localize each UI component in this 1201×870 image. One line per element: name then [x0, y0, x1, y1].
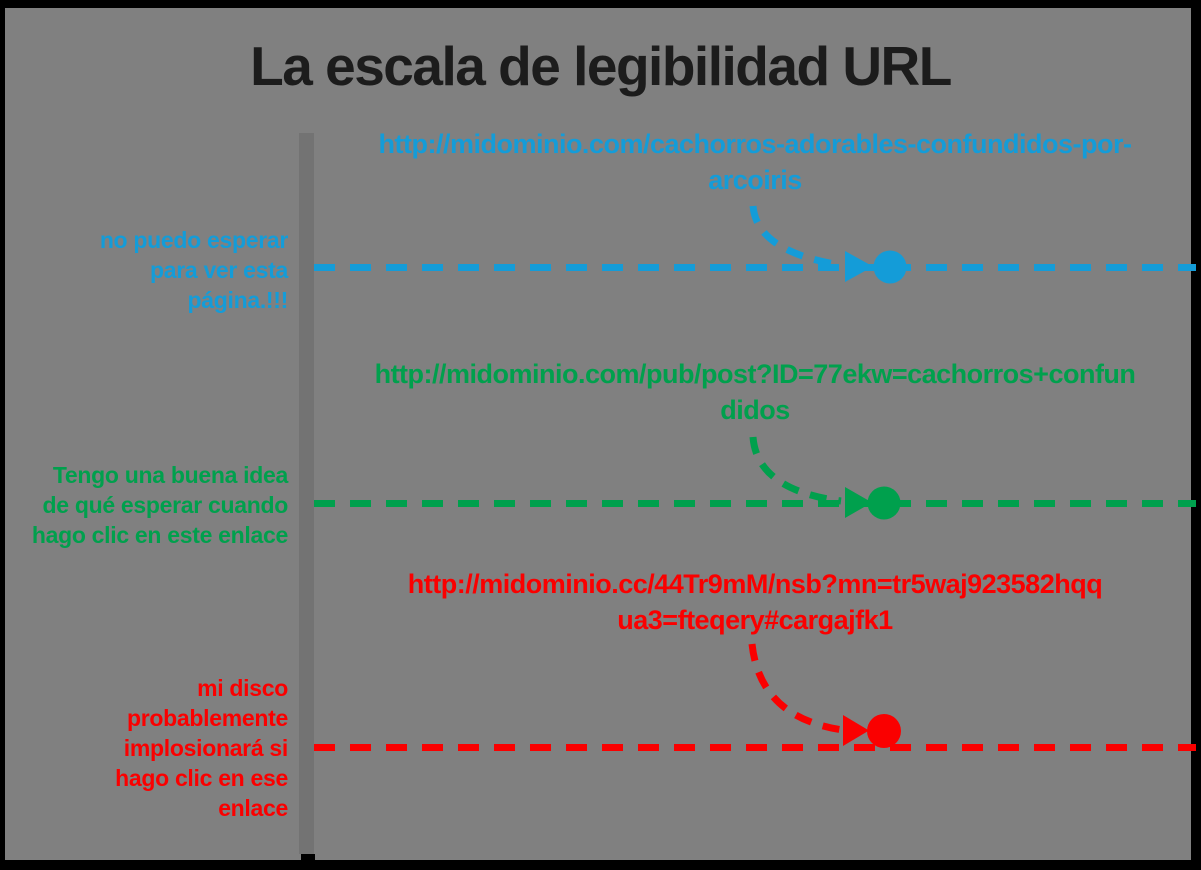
- label-line: de qué esperar cuando: [42, 492, 289, 518]
- label-line: no puedo esperar: [99, 227, 288, 253]
- url-text-moderate: http://midominio.com/pub/post?ID=77ekw=c…: [320, 356, 1190, 428]
- label-line: Tengo una buena idea: [52, 462, 288, 488]
- url-line: arcoiris: [708, 165, 802, 195]
- url-line: http://midominio.cc/44Tr9mM/nsb?mn=tr5wa…: [407, 569, 1103, 599]
- url-line: ua3=fteqery#cargajfk1: [617, 605, 893, 635]
- url-line: http://midominio.com/pub/post?ID=77ekw=c…: [374, 359, 1136, 389]
- arrow-curve-readable: [749, 205, 842, 269]
- marker-dot-moderate: [867, 486, 901, 520]
- label-readable: no puedo esperar para ver esta página.!!…: [20, 225, 288, 315]
- slide-background: [5, 8, 1191, 860]
- arrowhead-readable: [845, 251, 873, 282]
- url-text-unreadable: http://midominio.cc/44Tr9mM/nsb?mn=tr5wa…: [320, 566, 1190, 638]
- marker-dot-readable: [873, 250, 907, 284]
- scale-axis-line: [299, 133, 314, 854]
- scale-row-moderate: [314, 436, 1196, 520]
- label-unreadable: mi disco probablemente implosionará si h…: [20, 673, 288, 823]
- label-line: página.!!!: [187, 287, 289, 313]
- label-line: enlace: [218, 795, 288, 821]
- label-line: probablemente: [127, 705, 288, 731]
- arrow-curve-unreadable: [748, 643, 844, 734]
- arrow-curve-moderate: [749, 436, 842, 505]
- arrowhead-unreadable: [843, 715, 869, 746]
- label-line: para ver esta: [149, 257, 288, 283]
- label-line: implosionará si: [123, 735, 289, 761]
- label-line: hago clic en ese: [115, 765, 288, 791]
- label-line: hago clic en este enlace: [31, 522, 288, 548]
- page-title: La escala de legibilidad URL: [250, 35, 952, 97]
- url-line: didos: [720, 395, 790, 425]
- url-line: http://midominio.com/cachorros-adorables…: [378, 129, 1132, 159]
- marker-dot-unreadable: [867, 714, 901, 748]
- label-moderate: Tengo una buena idea de qué esperar cuan…: [20, 460, 288, 550]
- label-line: mi disco: [197, 675, 288, 701]
- arrowhead-moderate: [845, 487, 872, 518]
- scale-row-readable: [314, 205, 1196, 284]
- scale-row-unreadable: [314, 643, 1196, 751]
- scale-axis-tick: [301, 854, 315, 862]
- url-text-readable: http://midominio.com/cachorros-adorables…: [320, 126, 1190, 198]
